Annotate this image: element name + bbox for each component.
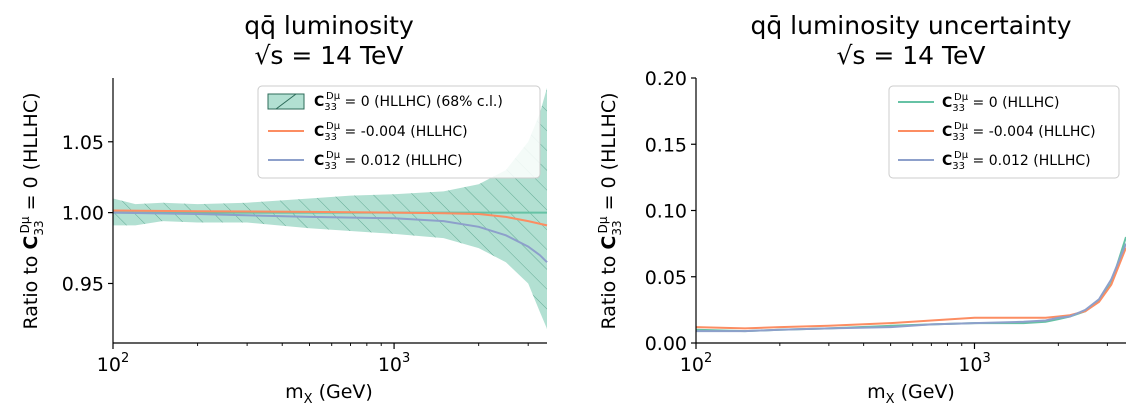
left-legend-entry-band: C33Dμ = 0 (HLLHC) (68% c.l.) (267, 91, 503, 113)
left-legend-box (257, 85, 541, 179)
series-line-1 (112, 209, 548, 227)
right-chart-title-line2: √s = 14 TeV (836, 41, 985, 70)
legend-label-band: C33Dμ = 0 (HLLHC) (68% c.l.) (314, 91, 503, 113)
y-tick-label: 1.00 (62, 203, 104, 225)
right-legend-entry-2: C33Dμ = 0.012 (HLLHC) (898, 150, 1091, 172)
x-tick-label: 103 (378, 351, 410, 376)
series-line-2 (112, 211, 548, 263)
uncertainty-band-hatch (113, 87, 547, 329)
x-tick-label: 103 (958, 351, 990, 376)
right-legend-box (888, 85, 1120, 179)
series-line-2 (696, 243, 1126, 333)
right-chart: qq̄ luminosity uncertainty √s = 14 TeV 0… (596, 11, 1126, 405)
legend-label-m0004: C33Dμ = -0.004 (HLLHC) (314, 121, 468, 143)
left-legend-entry-m0004: C33Dμ = -0.004 (HLLHC) (268, 121, 468, 143)
left-chart: qq̄ luminosity √s = 14 TeV 0.951.001.05 … (18, 11, 548, 405)
left-legend: C33Dμ = 0 (HLLHC) (68% c.l.) C33Dμ = -0.… (257, 85, 541, 179)
left-x-axis-label: mX (GeV) (285, 381, 373, 405)
y-tick-label: 0.00 (645, 333, 687, 355)
right-y-ticks: 0.00 0.05 0.10 0.15 0.20 (645, 68, 696, 355)
y-tick-label: 1.05 (62, 132, 104, 154)
y-tick-label: 0.20 (645, 68, 687, 90)
left-chart-title-line1: qq̄ luminosity (244, 11, 414, 40)
x-tick-label: 102 (97, 351, 129, 376)
left-x-ticks: 102 103 (97, 343, 529, 376)
y-tick-label: 0.15 (645, 134, 687, 156)
right-plot-area (695, 236, 1126, 333)
right-x-axis-label: mX (GeV) (867, 381, 955, 405)
legend-label-r1: C33Dμ = -0.004 (HLLHC) (942, 121, 1096, 143)
y-tick-label: 0.10 (645, 201, 687, 223)
y-tick-label: 0.95 (62, 273, 104, 295)
right-x-ticks: 102 103 (680, 343, 1108, 376)
left-chart-title-line2: √s = 14 TeV (254, 41, 403, 70)
x-tick-label: 102 (680, 351, 712, 376)
legend-label-r0: C33Dμ = 0 (HLLHC) (942, 92, 1059, 114)
series-line-1 (695, 247, 1126, 330)
right-legend-entry-1: C33Dμ = -0.004 (HLLHC) (898, 121, 1096, 143)
legend-label-p012: C33Dμ = 0.012 (HLLHC) (314, 150, 463, 172)
left-y-ticks: 0.95 1.00 1.05 (62, 132, 113, 295)
right-y-axis-label: Ratio to C33Dμ = 0 (HLLHC) (596, 92, 624, 329)
legend-label-r2: C33Dμ = 0.012 (HLLHC) (942, 150, 1091, 172)
y-tick-label: 0.05 (645, 267, 687, 289)
left-legend-entry-p012: C33Dμ = 0.012 (HLLHC) (268, 150, 463, 172)
left-y-axis-label: Ratio to C33Dμ = 0 (HLLHC) (18, 92, 46, 329)
right-legend-entry-0: C33Dμ = 0 (HLLHC) (898, 92, 1059, 114)
left-plot-area (112, 87, 548, 329)
right-legend: C33Dμ = 0 (HLLHC) C33Dμ = -0.004 (HLLHC)… (888, 85, 1120, 179)
right-chart-title-line1: qq̄ luminosity uncertainty (750, 11, 1071, 40)
